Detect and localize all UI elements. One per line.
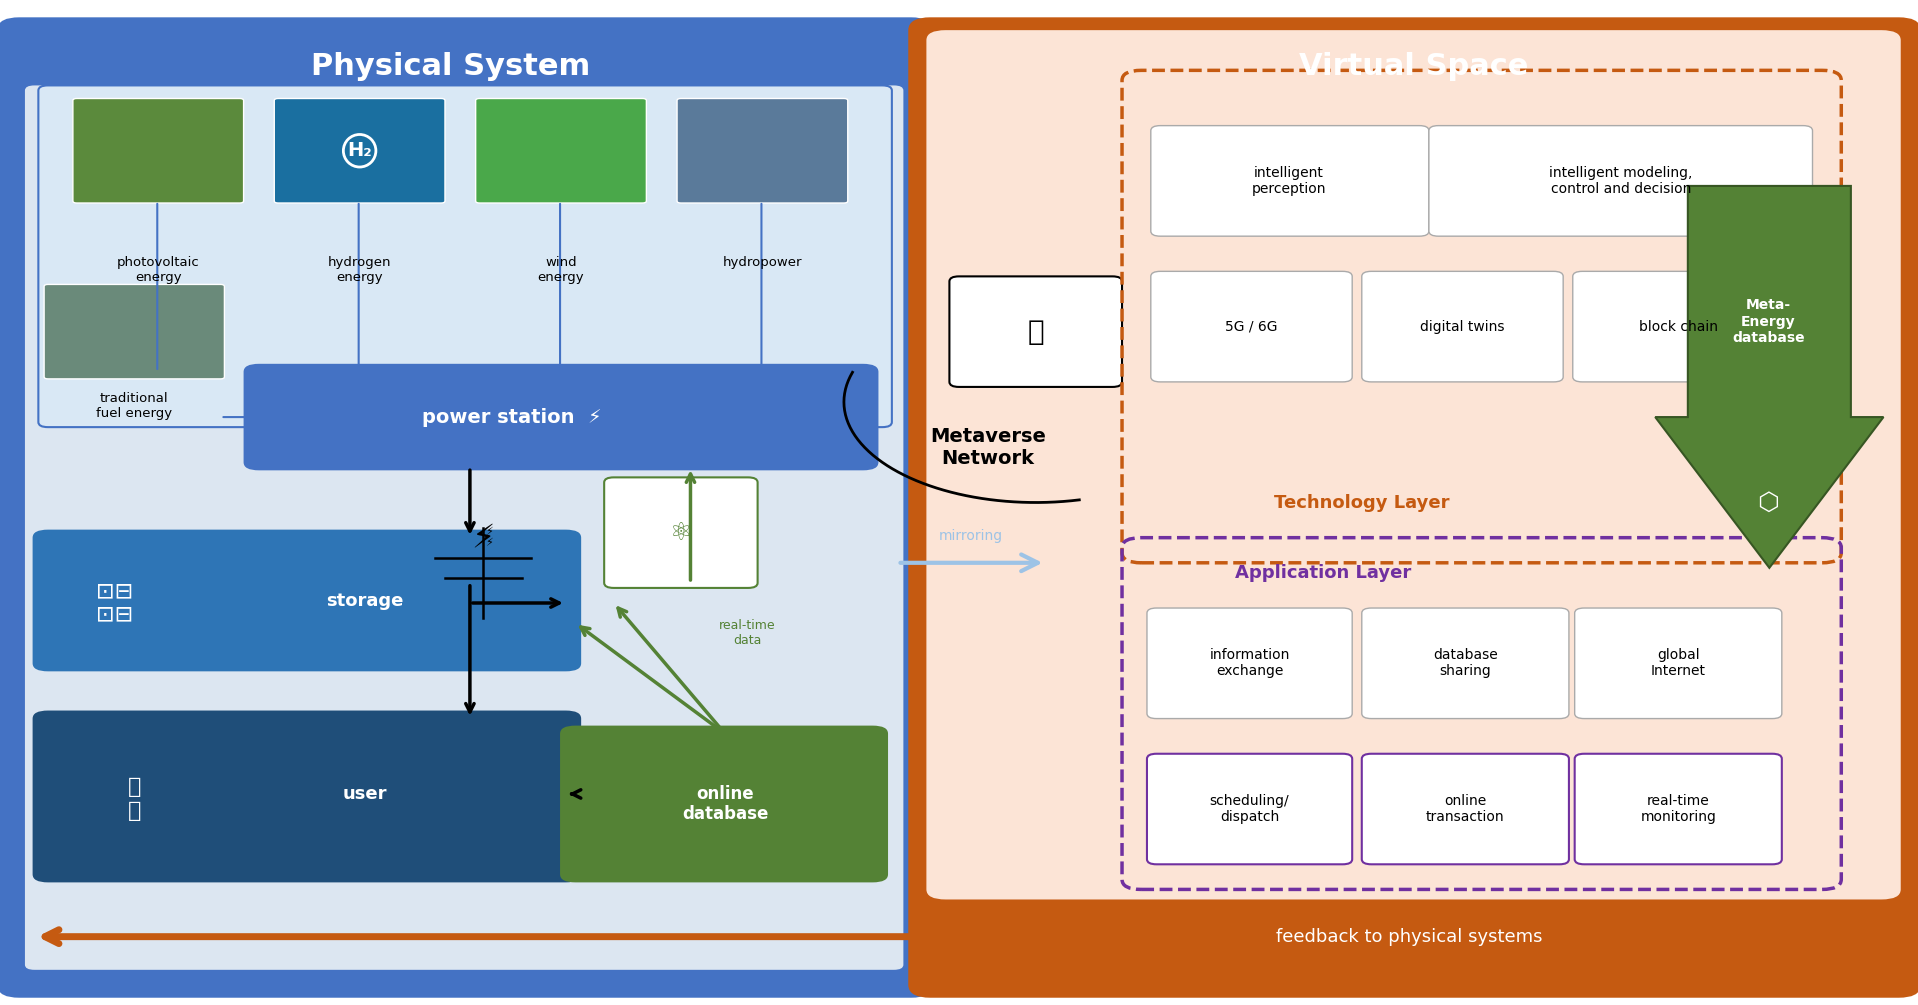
Text: intelligent modeling,
control and decision: intelligent modeling, control and decisi… (1550, 166, 1692, 196)
FancyBboxPatch shape (476, 98, 646, 203)
Text: ⚛: ⚛ (669, 521, 692, 545)
FancyBboxPatch shape (1362, 754, 1569, 864)
FancyBboxPatch shape (274, 98, 445, 203)
FancyBboxPatch shape (1151, 126, 1429, 236)
Text: online
database: online database (681, 785, 769, 823)
Text: hydropower: hydropower (723, 256, 802, 269)
Text: ⬡: ⬡ (1757, 490, 1780, 515)
FancyArrowPatch shape (900, 555, 1038, 571)
Text: Physical System: Physical System (311, 52, 591, 80)
Text: information
exchange: information exchange (1210, 648, 1289, 678)
FancyBboxPatch shape (677, 98, 848, 203)
FancyBboxPatch shape (949, 276, 1122, 387)
Text: Meta-
Energy
database: Meta- Energy database (1732, 298, 1805, 345)
Polygon shape (1655, 186, 1883, 568)
Text: online
transaction: online transaction (1427, 794, 1504, 824)
FancyArrowPatch shape (44, 930, 934, 944)
FancyBboxPatch shape (911, 20, 1918, 995)
FancyBboxPatch shape (1362, 608, 1569, 719)
Text: storage: storage (326, 592, 403, 610)
Text: global
Internet: global Internet (1651, 648, 1705, 678)
Text: ⚡
⚡: ⚡ ⚡ (485, 527, 493, 549)
FancyBboxPatch shape (33, 711, 581, 882)
Text: hydrogen
energy: hydrogen energy (328, 256, 391, 284)
FancyBboxPatch shape (1575, 754, 1782, 864)
FancyBboxPatch shape (0, 20, 930, 995)
Text: ⊡⊟
⊡⊟: ⊡⊟ ⊡⊟ (96, 582, 134, 624)
Text: photovoltaic
energy: photovoltaic energy (117, 256, 199, 284)
Text: Metaverse
Network: Metaverse Network (930, 427, 1045, 467)
Text: ⚡: ⚡ (472, 522, 495, 554)
Text: real-time
monitoring: real-time monitoring (1640, 794, 1717, 824)
Text: block chain: block chain (1638, 320, 1719, 334)
FancyBboxPatch shape (1151, 271, 1352, 382)
FancyBboxPatch shape (244, 364, 878, 470)
FancyBboxPatch shape (1573, 271, 1784, 382)
Text: wind
energy: wind energy (537, 256, 585, 284)
Text: Application Layer: Application Layer (1235, 564, 1412, 582)
Text: 5G / 6G: 5G / 6G (1226, 320, 1277, 334)
FancyBboxPatch shape (33, 530, 581, 671)
FancyBboxPatch shape (926, 30, 1901, 899)
FancyBboxPatch shape (604, 477, 758, 588)
Text: real-time
data: real-time data (719, 619, 777, 647)
FancyBboxPatch shape (1147, 754, 1352, 864)
Text: 🏠
🏭: 🏠 🏭 (129, 778, 140, 820)
Text: database
sharing: database sharing (1433, 648, 1498, 678)
Text: intelligent
perception: intelligent perception (1252, 166, 1325, 196)
Text: user: user (341, 785, 387, 803)
FancyBboxPatch shape (38, 85, 892, 427)
Text: feedback to physical systems: feedback to physical systems (1277, 928, 1542, 946)
FancyBboxPatch shape (1575, 608, 1782, 719)
FancyBboxPatch shape (44, 284, 224, 379)
FancyBboxPatch shape (25, 85, 903, 970)
Text: H₂: H₂ (347, 142, 372, 160)
Text: power station  ⚡: power station ⚡ (422, 408, 602, 426)
Text: mirroring: mirroring (938, 529, 1003, 543)
Text: Virtual Space: Virtual Space (1298, 52, 1529, 80)
FancyBboxPatch shape (1147, 608, 1352, 719)
Text: Technology Layer: Technology Layer (1274, 493, 1450, 512)
Text: traditional
fuel energy: traditional fuel energy (96, 392, 173, 420)
FancyBboxPatch shape (73, 98, 244, 203)
FancyBboxPatch shape (560, 726, 888, 882)
FancyBboxPatch shape (926, 902, 1889, 972)
Text: scheduling/
dispatch: scheduling/ dispatch (1210, 794, 1289, 824)
FancyBboxPatch shape (1429, 126, 1813, 236)
Text: 🌐: 🌐 (1028, 318, 1043, 346)
FancyBboxPatch shape (1362, 271, 1563, 382)
Text: digital twins: digital twins (1419, 320, 1506, 334)
